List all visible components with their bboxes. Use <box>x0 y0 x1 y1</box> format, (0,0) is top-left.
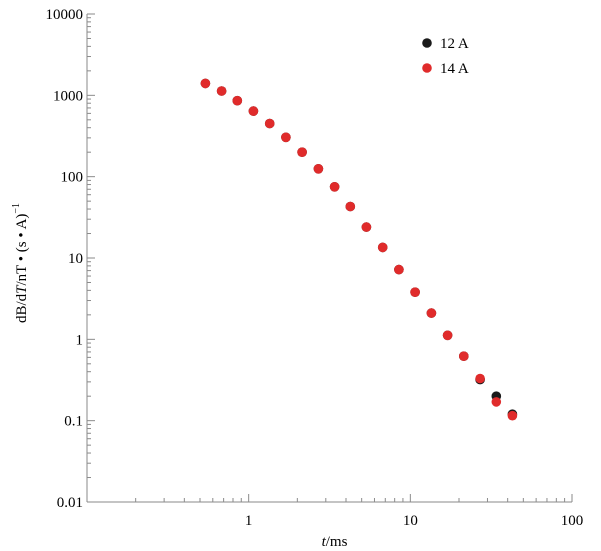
legend-label-12a: 12 A <box>440 36 469 52</box>
data-points <box>200 78 518 421</box>
data-point <box>491 397 502 407</box>
data-point <box>264 118 275 129</box>
y-axis-title-pre: dB/d <box>14 293 30 323</box>
data-point <box>200 78 211 89</box>
data-point <box>377 242 388 253</box>
y-ticks: 0.01 0.1 1 10 100 1000 10000 <box>46 7 95 511</box>
y-axis-title: dB/dT/nT • (s • A)−1 <box>11 203 30 323</box>
data-point <box>410 287 420 298</box>
y-axis-title-post: /nT • (s • A) <box>14 214 30 286</box>
data-point <box>248 106 259 116</box>
data-point <box>232 95 243 106</box>
y-tick-label: 10000 <box>46 7 84 23</box>
x-axis-title-unit: /ms <box>326 534 348 550</box>
y-tick-label: 0.1 <box>64 414 83 430</box>
y-tick-label: 1 <box>76 332 84 348</box>
y-axis-title-sup: −1 <box>11 203 22 214</box>
x-tick-label: 100 <box>561 513 584 529</box>
data-point <box>442 330 453 341</box>
data-point <box>216 86 227 96</box>
data-point <box>361 222 372 232</box>
series-14a <box>200 78 518 421</box>
legend-marker-12a <box>422 38 432 48</box>
series-12a <box>200 78 518 420</box>
x-tick-label: 1 <box>245 513 253 529</box>
y-tick-label: 1000 <box>53 88 83 104</box>
axes: 0.01 0.1 1 10 100 1000 10000 1 10 100 <box>46 7 584 529</box>
y-tick-label: 0.01 <box>57 495 83 511</box>
legend-marker-14a <box>422 63 432 73</box>
y-tick-label: 100 <box>61 170 84 186</box>
x-axis-title: t/ms <box>322 534 348 550</box>
data-point <box>345 201 356 212</box>
legend-label-14a: 14 A <box>440 61 469 77</box>
x-ticks: 1 10 100 <box>135 494 584 529</box>
legend: 12 A 14 A <box>422 36 469 77</box>
data-point <box>297 147 307 157</box>
data-point <box>394 264 404 275</box>
data-point <box>459 351 469 362</box>
x-axis-title-var: t <box>322 534 327 550</box>
data-point <box>329 182 340 192</box>
data-point <box>426 308 437 318</box>
y-axis-title-var: T <box>14 284 30 294</box>
y-tick-label: 10 <box>68 251 83 267</box>
data-point <box>313 164 324 174</box>
data-point <box>507 410 518 421</box>
data-point <box>475 373 485 384</box>
x-tick-label: 10 <box>403 513 418 529</box>
data-point <box>281 132 291 143</box>
